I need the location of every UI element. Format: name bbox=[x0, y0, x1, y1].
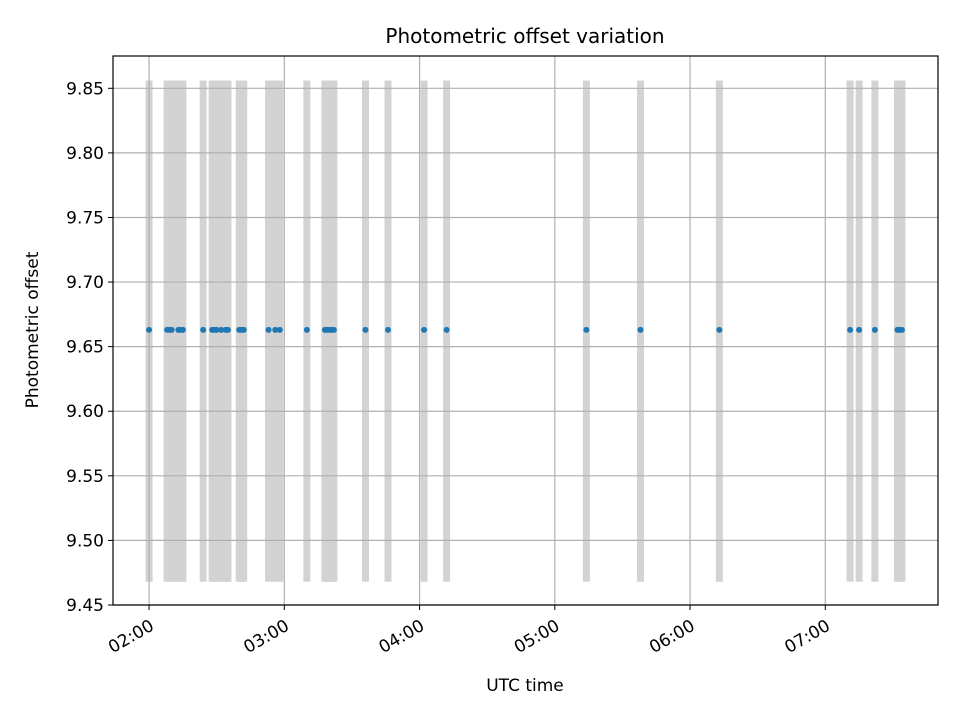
data-point bbox=[303, 326, 310, 333]
data-point bbox=[716, 326, 723, 333]
data-point bbox=[362, 326, 369, 333]
y-tick-label: 9.65 bbox=[66, 338, 104, 358]
data-point bbox=[168, 326, 175, 333]
data-point bbox=[443, 326, 450, 333]
data-points bbox=[146, 326, 905, 333]
data-point bbox=[847, 326, 854, 333]
data-point bbox=[871, 326, 878, 333]
y-tick-label: 9.60 bbox=[66, 402, 104, 422]
y-tick-label: 9.70 bbox=[66, 273, 104, 293]
data-point bbox=[240, 326, 247, 333]
y-tick-label: 9.75 bbox=[66, 208, 104, 228]
data-point bbox=[330, 326, 337, 333]
data-point bbox=[218, 326, 225, 333]
y-tick-label: 9.55 bbox=[66, 467, 104, 487]
data-point bbox=[179, 326, 186, 333]
data-point bbox=[200, 326, 207, 333]
data-point bbox=[213, 326, 220, 333]
data-point bbox=[421, 326, 428, 333]
y-axis-ticks: 9.45 9.50 9.55 9.60 9.65 9.70 9.75 9.80 9.85 bbox=[66, 79, 113, 616]
data-point bbox=[385, 326, 391, 333]
data-point bbox=[637, 326, 644, 333]
plot-frame bbox=[112, 55, 939, 606]
y-tick-label: 9.80 bbox=[66, 144, 104, 164]
data-point bbox=[276, 326, 283, 333]
x-axis-label: UTC time bbox=[486, 676, 564, 696]
data-point bbox=[583, 326, 590, 333]
data-point bbox=[265, 326, 272, 333]
y-tick-label: 9.45 bbox=[66, 596, 104, 616]
y-axis-label: Photometric offset bbox=[23, 251, 43, 408]
data-point bbox=[224, 326, 231, 333]
y-tick-label: 9.50 bbox=[66, 531, 104, 551]
data-point bbox=[272, 326, 279, 333]
chart-title: Photometric offset variation bbox=[385, 24, 664, 48]
y-tick-label: 9.85 bbox=[66, 79, 104, 99]
data-point bbox=[856, 326, 863, 333]
data-point bbox=[146, 326, 153, 333]
data-point bbox=[898, 326, 905, 333]
